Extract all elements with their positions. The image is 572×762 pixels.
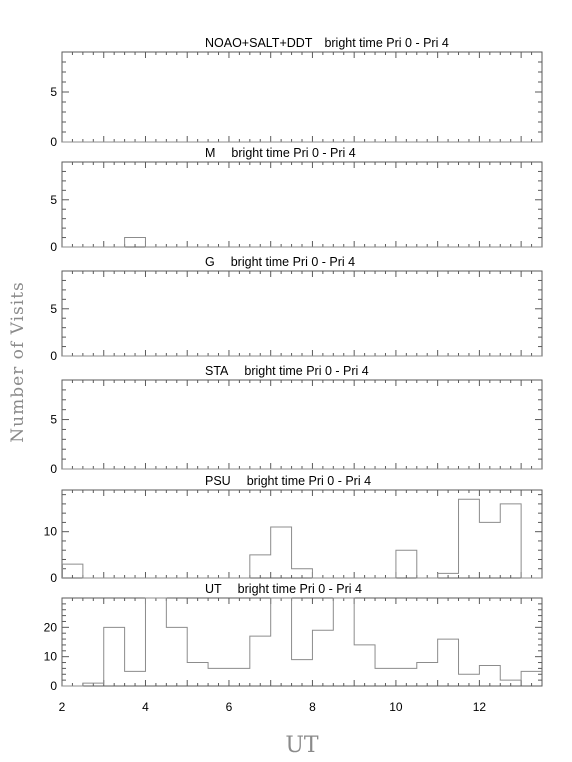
panel-title-subtitle: bright time Pri 0 - Pri 4 — [244, 364, 368, 378]
histogram-bin — [292, 569, 313, 578]
histogram-bin — [229, 668, 250, 686]
histogram-bin — [292, 660, 313, 686]
histogram-bin — [187, 663, 208, 686]
y-tick-label: 5 — [50, 85, 57, 99]
y-tick-label: 0 — [50, 135, 57, 149]
histogram-bin — [125, 671, 146, 686]
y-tick-label: 5 — [50, 413, 57, 427]
plot-frame — [61, 161, 543, 248]
plot-frame — [61, 270, 543, 357]
x-tick-label: 12 — [473, 700, 487, 714]
panel-title-group: STA — [205, 364, 229, 378]
histogram-bin — [145, 598, 166, 686]
histogram-bin — [83, 683, 104, 686]
x-tick-label: 4 — [142, 700, 149, 714]
histogram-bin — [104, 627, 125, 686]
histogram-bin — [479, 522, 500, 578]
panel-title: PSU bright time Pri 0 - Pri 4 — [205, 474, 371, 488]
panel-title: NOAO+SALT+DDT bright time Pri 0 - Pri 4 — [205, 36, 449, 50]
histogram-outline — [62, 597, 542, 687]
histogram-bin — [396, 668, 417, 686]
histogram-bin — [271, 527, 292, 578]
panel-5: PSU bright time Pri 0 - Pri 4 0 10 — [44, 474, 543, 585]
histogram-bin — [500, 504, 521, 578]
histogram-bin — [271, 598, 292, 686]
panel-title-subtitle: bright time Pri 0 - Pri 4 — [324, 36, 448, 50]
panel-6: UT bright time Pri 0 - Pri 4 0 10 20 2 4 6 8 10 12 — [44, 582, 543, 714]
y-tick-label: 0 — [50, 679, 57, 693]
y-tick-label: 5 — [50, 302, 57, 316]
panel-4: STA bright time Pri 0 - Pri 4 0 5 — [50, 364, 543, 476]
histogram-bin — [479, 665, 500, 686]
histogram-bin — [166, 627, 187, 686]
panel-title-subtitle: bright time Pri 0 - Pri 4 — [238, 582, 362, 596]
y-tick-label: 0 — [50, 571, 57, 585]
plot-frame — [61, 379, 543, 470]
histogram-outline — [62, 237, 542, 248]
panel-title-group: NOAO+SALT+DDT — [205, 36, 313, 50]
x-tick-label: 8 — [309, 700, 316, 714]
histogram-bin — [438, 573, 459, 578]
histogram-bin — [459, 499, 480, 578]
panel-1: NOAO+SALT+DDT bright time Pri 0 - Pri 4 0 5 — [50, 36, 543, 149]
panel-title-group: UT — [205, 582, 222, 596]
histogram-outline — [62, 498, 542, 579]
histogram-bin — [417, 663, 438, 686]
histogram-bin — [438, 639, 459, 686]
histogram-bin — [250, 636, 271, 686]
y-tick-label: 20 — [44, 620, 58, 634]
y-tick-label: 5 — [50, 193, 57, 207]
histogram-bin — [459, 674, 480, 686]
histogram-bin — [333, 598, 354, 686]
x-axis-label: UT — [285, 733, 319, 758]
y-tick-label: 10 — [44, 650, 58, 664]
y-axis-label: Number of Visits — [8, 281, 28, 442]
x-tick-label: 2 — [59, 700, 66, 714]
histogram-bin — [354, 645, 375, 686]
panel-title-group: M — [205, 146, 215, 160]
histogram-bin — [312, 630, 333, 686]
histogram-bin — [500, 680, 521, 686]
panel-title: STA bright time Pri 0 - Pri 4 — [205, 364, 369, 378]
panel-title-subtitle: bright time Pri 0 - Pri 4 — [247, 474, 371, 488]
panel-title-group: PSU — [205, 474, 231, 488]
panel-title-group: G — [205, 255, 215, 269]
x-tick-label: 10 — [389, 700, 403, 714]
histogram-bin — [208, 668, 229, 686]
y-tick-label: 10 — [44, 525, 58, 539]
histogram-bin — [250, 555, 271, 578]
panels: NOAO+SALT+DDT bright time Pri 0 - Pri 4 0 5… — [44, 36, 543, 714]
panel-title-subtitle: bright time Pri 0 - Pri 4 — [231, 255, 355, 269]
histogram-bin — [375, 668, 396, 686]
histogram-bin — [62, 564, 83, 578]
y-tick-label: 0 — [50, 240, 57, 254]
panel-title: UT bright time Pri 0 - Pri 4 — [205, 582, 362, 596]
histogram-bin — [125, 238, 146, 247]
histogram-bin — [521, 671, 542, 686]
histogram-bin — [396, 550, 417, 578]
panel-title-subtitle: bright time Pri 0 - Pri 4 — [231, 146, 355, 160]
y-tick-label: 0 — [50, 349, 57, 363]
y-tick-label: 0 — [50, 462, 57, 476]
x-tick-label: 6 — [226, 700, 233, 714]
plot-frame — [61, 51, 543, 143]
